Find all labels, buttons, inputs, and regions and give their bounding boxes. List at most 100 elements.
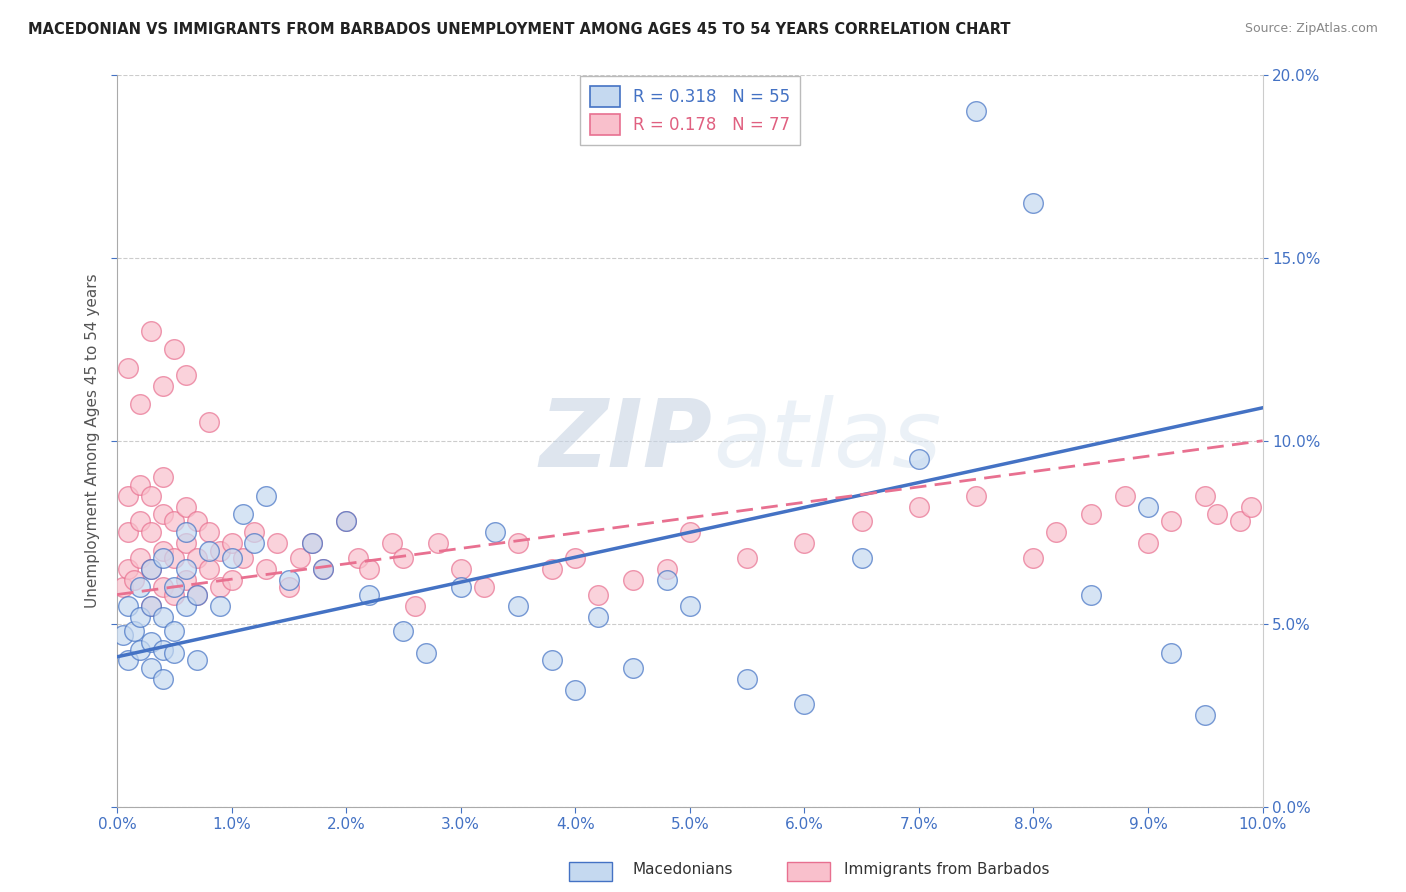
Point: [122, 573, 145, 587]
Point: [186, 514, 208, 528]
Text: Immigrants from Barbados: Immigrants from Barbados: [844, 863, 1049, 877]
Point: [335, 514, 357, 528]
Point: [152, 507, 174, 521]
Text: ZIP: ZIP: [540, 395, 713, 487]
Point: [152, 550, 174, 565]
Point: [1194, 489, 1216, 503]
Point: [415, 646, 437, 660]
Point: [735, 550, 758, 565]
Point: [506, 536, 529, 550]
Point: [221, 573, 243, 587]
Point: [1114, 489, 1136, 503]
Point: [117, 599, 139, 613]
Point: [851, 514, 873, 528]
Point: [655, 573, 678, 587]
Point: [621, 573, 644, 587]
Point: [163, 550, 186, 565]
Point: [174, 599, 197, 613]
Point: [1137, 536, 1160, 550]
Point: [128, 397, 150, 411]
Point: [186, 653, 208, 667]
Point: [209, 599, 232, 613]
Point: [484, 525, 506, 540]
Point: [174, 368, 197, 382]
Point: [277, 580, 299, 594]
Point: [621, 661, 644, 675]
Point: [586, 609, 609, 624]
Point: [163, 624, 186, 639]
Point: [679, 599, 702, 613]
Point: [450, 562, 472, 576]
Point: [426, 536, 449, 550]
Point: [141, 562, 163, 576]
Point: [1194, 708, 1216, 723]
Point: [128, 580, 150, 594]
Point: [1229, 514, 1251, 528]
Point: [152, 609, 174, 624]
Point: [357, 562, 380, 576]
Point: [243, 525, 266, 540]
Point: [266, 536, 288, 550]
Point: [163, 646, 186, 660]
Point: [141, 324, 163, 338]
Point: [335, 514, 357, 528]
Point: [472, 580, 495, 594]
Point: [128, 609, 150, 624]
Point: [174, 562, 197, 576]
Point: [163, 342, 186, 356]
Text: Macedonians: Macedonians: [633, 863, 733, 877]
Point: [152, 580, 174, 594]
Point: [254, 562, 277, 576]
Point: [346, 550, 368, 565]
Point: [312, 562, 335, 576]
Point: [221, 536, 243, 550]
Point: [301, 536, 323, 550]
Point: [655, 562, 678, 576]
Point: [793, 536, 815, 550]
Point: [564, 550, 586, 565]
Point: [174, 525, 197, 540]
Point: [163, 580, 186, 594]
Point: [965, 104, 987, 119]
Point: [586, 588, 609, 602]
Point: [186, 588, 208, 602]
Point: [392, 624, 415, 639]
Point: [1080, 507, 1102, 521]
Point: [163, 514, 186, 528]
Point: [450, 580, 472, 594]
Point: [851, 550, 873, 565]
Point: [152, 470, 174, 484]
Point: [141, 562, 163, 576]
Point: [793, 698, 815, 712]
Point: [186, 588, 208, 602]
Point: [1137, 500, 1160, 514]
Text: Source: ZipAtlas.com: Source: ZipAtlas.com: [1244, 22, 1378, 36]
Point: [254, 489, 277, 503]
Point: [128, 477, 150, 491]
Point: [1240, 500, 1263, 514]
Point: [541, 653, 564, 667]
Point: [564, 682, 586, 697]
Point: [117, 525, 139, 540]
Point: [128, 550, 150, 565]
Point: [128, 514, 150, 528]
Point: [301, 536, 323, 550]
Text: MACEDONIAN VS IMMIGRANTS FROM BARBADOS UNEMPLOYMENT AMONG AGES 45 TO 54 YEARS CO: MACEDONIAN VS IMMIGRANTS FROM BARBADOS U…: [28, 22, 1011, 37]
Point: [174, 536, 197, 550]
Point: [128, 642, 150, 657]
Point: [243, 536, 266, 550]
Point: [141, 599, 163, 613]
Point: [111, 628, 134, 642]
Point: [908, 500, 931, 514]
Point: [111, 580, 134, 594]
Point: [122, 624, 145, 639]
Point: [1205, 507, 1227, 521]
Point: [908, 452, 931, 467]
Point: [197, 525, 219, 540]
Point: [117, 360, 139, 375]
Point: [209, 580, 232, 594]
Point: [1080, 588, 1102, 602]
Point: [679, 525, 702, 540]
Point: [141, 525, 163, 540]
Point: [197, 416, 219, 430]
